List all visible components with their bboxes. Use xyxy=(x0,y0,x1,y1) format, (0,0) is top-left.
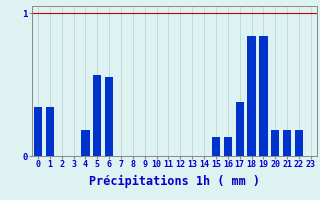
Bar xyxy=(212,137,220,156)
Bar xyxy=(46,107,54,156)
Bar xyxy=(236,102,244,156)
Bar xyxy=(295,130,303,156)
Bar xyxy=(247,36,256,156)
Bar xyxy=(34,107,42,156)
Bar xyxy=(93,75,101,156)
X-axis label: Précipitations 1h ( mm ): Précipitations 1h ( mm ) xyxy=(89,175,260,188)
Bar xyxy=(81,130,90,156)
Bar xyxy=(105,77,113,156)
Bar xyxy=(283,130,291,156)
Bar xyxy=(271,130,279,156)
Bar xyxy=(224,137,232,156)
Bar xyxy=(259,36,268,156)
